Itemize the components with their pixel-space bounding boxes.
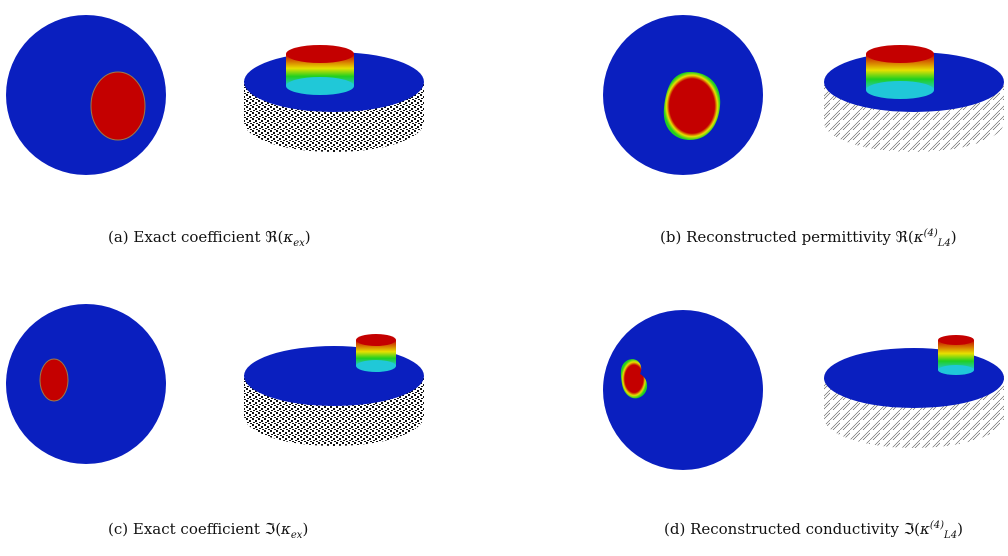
panel-c-inclusion-top — [356, 334, 396, 346]
panel-c-caption: (c) Exact coefficient ℑ(κex) — [108, 520, 309, 541]
panel-d-3d-view — [824, 335, 1004, 448]
panel-a-inclusion — [90, 71, 146, 141]
panel-c-disk-top — [244, 346, 424, 406]
panel-c-top-view — [6, 304, 166, 464]
panel-a-inclusion-bottom — [286, 77, 354, 95]
panel-b-caption: (b) Reconstructed permittivity ℜ(κ(4)L4) — [660, 228, 957, 249]
panel-d-disk-top — [824, 348, 1004, 408]
panel-b-inclusion-top — [866, 45, 934, 63]
panel-d-top-view — [603, 310, 763, 470]
panel-b-3d-view — [824, 45, 1004, 152]
panel-b-inclusion — [663, 72, 721, 140]
panel-d-inclusion-bottom — [938, 365, 974, 375]
panel-d-inclusion-top — [938, 335, 974, 345]
panel-d-inclusion — [620, 359, 648, 399]
panel-a-inclusion-top — [286, 45, 354, 63]
panel-a-caption: (a) Exact coefficient ℜ(κex) — [108, 228, 311, 249]
panel-b-top-view — [603, 15, 763, 175]
panel-d-disk — [603, 310, 763, 470]
panel-c-3d-view — [244, 334, 424, 446]
panel-b-inclusion-bottom — [866, 81, 934, 99]
panel-a-3d-view — [244, 45, 424, 152]
panel-c-disk — [6, 304, 166, 464]
panel-c-inclusion — [39, 358, 69, 402]
panel-c-inclusion-bottom — [356, 360, 396, 372]
panel-a-top-view — [6, 15, 166, 175]
panel-d-caption: (d) Reconstructed conductivity ℑ(κ(4)L4) — [664, 520, 963, 541]
